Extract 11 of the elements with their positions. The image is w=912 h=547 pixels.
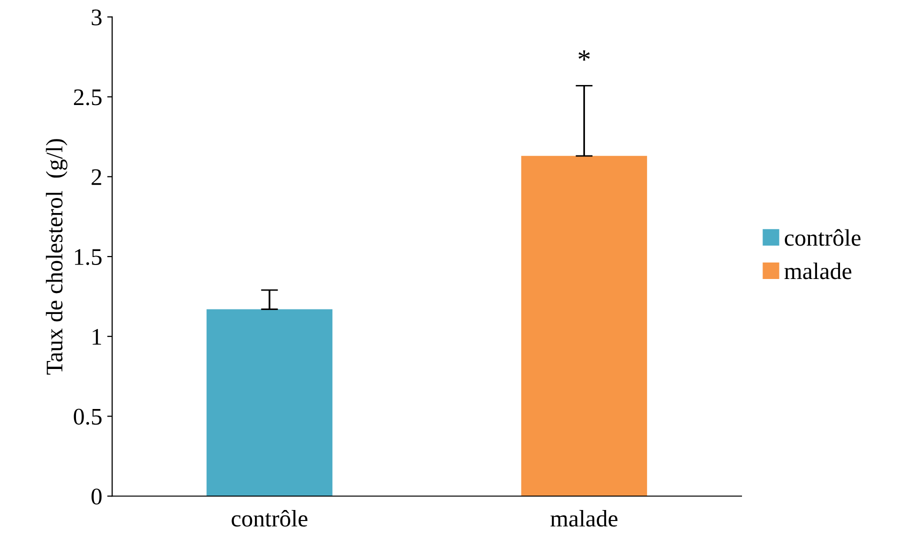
y-axis-title: Taux de cholesterol (g/l) [46, 139, 68, 375]
y-tick-label: 0 [92, 488, 102, 505]
y-tick-label: 1.5 [75, 249, 102, 266]
y-tick-label: 2 [92, 169, 102, 185]
legend-label: contrôle [784, 229, 860, 246]
legend-label: malade [784, 262, 852, 280]
annotation: * [578, 50, 590, 61]
y-tick-label: 2.5 [74, 89, 102, 106]
y-tick-label: 0.5 [74, 408, 102, 425]
y-tick-label: 1 [92, 329, 102, 345]
y-tick-label: 3 [92, 10, 102, 26]
